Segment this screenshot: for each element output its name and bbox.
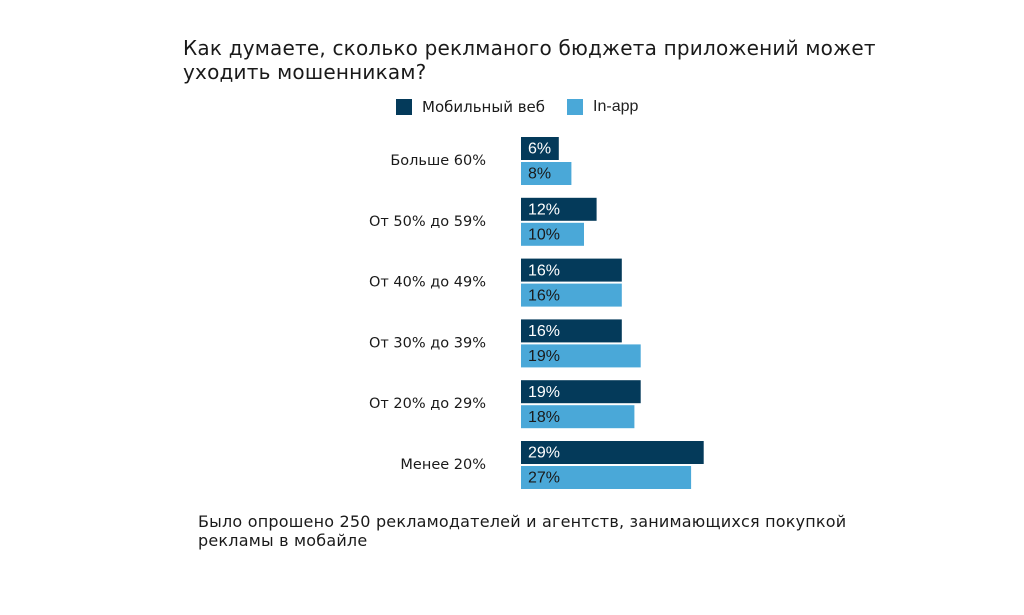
value-label: 16% <box>528 323 560 340</box>
legend-label-mobile-web: Мобильный веб <box>422 98 546 116</box>
legend-swatch-mobile-web <box>396 99 412 115</box>
bar-in-app <box>521 222 584 246</box>
legend-label-in-app: In-app <box>593 98 639 115</box>
category-label: От 50% до 59% <box>369 214 486 230</box>
value-label: 19% <box>528 384 560 401</box>
bar-mobile-web <box>521 380 641 404</box>
category-label: От 30% до 39% <box>369 335 486 351</box>
value-label: 19% <box>528 348 560 365</box>
bar-in-app <box>521 162 572 185</box>
bar-in-app <box>521 405 635 429</box>
value-label: 10% <box>528 227 560 244</box>
legend-item-in-app: In-app <box>567 98 638 116</box>
value-label: 8% <box>528 166 551 183</box>
bar-group: От 40% до 49% 16% 16% <box>369 258 622 307</box>
chart-title: Как думаете, сколько реклманого бюджета … <box>183 36 876 84</box>
value-label: 12% <box>528 202 560 219</box>
bar-group: От 20% до 29% 19% 18% <box>369 380 641 429</box>
category-label: Больше 60% <box>390 153 486 169</box>
bar-mobile-web <box>521 319 622 343</box>
category-label: От 40% до 49% <box>369 275 486 291</box>
value-label: 29% <box>528 445 560 462</box>
value-label: 16% <box>528 262 560 279</box>
value-label: 18% <box>528 409 560 426</box>
category-label: Менее 20% <box>400 457 486 473</box>
bar-mobile-web <box>521 197 597 221</box>
bar-mobile-web <box>521 258 622 282</box>
bar-mobile-web <box>521 137 559 160</box>
bar-group: Больше 60% 6% 8% <box>390 137 572 185</box>
bar-group: От 30% до 39% 16% 19% <box>369 319 641 368</box>
category-label: От 20% до 29% <box>369 396 486 412</box>
bar-group: От 50% до 59% 12% 10% <box>369 197 597 246</box>
legend-swatch-in-app <box>567 99 584 115</box>
bar-mobile-web <box>521 441 704 464</box>
bar-group: Менее 20% 29% 27% <box>400 441 704 489</box>
value-label: 6% <box>528 141 551 158</box>
value-label: 16% <box>528 287 560 304</box>
bar-in-app <box>521 344 641 368</box>
legend: Мобильный веб In-app <box>396 98 660 116</box>
footnote: Было опрошено 250 рекламодателей и агент… <box>198 512 847 550</box>
legend-item-mobile-web: Мобильный веб <box>396 98 545 116</box>
bar-in-app <box>521 283 622 307</box>
bar-in-app <box>521 466 692 489</box>
value-label: 27% <box>528 470 560 487</box>
